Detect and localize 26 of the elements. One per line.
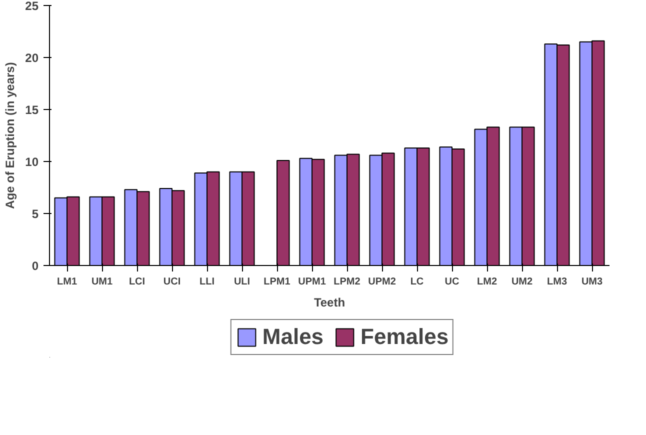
x-tick-label: LPM1 — [264, 276, 291, 288]
y-tick-label: 5 — [32, 207, 39, 221]
x-tick-label: ULI — [234, 276, 250, 288]
x-tick-label: LM2 — [477, 276, 498, 288]
x-axis-title: Teeth — [314, 296, 346, 310]
x-tick-label: UM1 — [91, 276, 113, 288]
x-tick-label: UM2 — [511, 276, 533, 288]
x-tick-label: UC — [444, 276, 460, 288]
y-tick-label: 20 — [25, 51, 39, 65]
x-tick-label: LM1 — [57, 276, 78, 288]
x-tick-label: LM3 — [547, 276, 568, 288]
x-tick-label: UM3 — [581, 276, 603, 288]
y-tick-label: 10 — [25, 155, 39, 169]
y-tick-label: 0 — [32, 259, 39, 273]
legend-label: Females — [360, 324, 449, 350]
x-tick-label: LLI — [200, 276, 215, 288]
x-tick-label: UCI — [163, 276, 181, 288]
legend-label: Males — [262, 324, 324, 350]
x-tick-label: LPM2 — [334, 276, 361, 288]
x-tick-label: UPM1 — [298, 276, 326, 288]
x-tick-label: LCI — [128, 276, 146, 288]
y-axis-title: Age of Eruption (in years) — [3, 62, 18, 209]
x-tick-label: UPM2 — [368, 276, 396, 288]
y-tick-label: 25 — [25, 0, 39, 13]
y-tick-label: 15 — [25, 103, 39, 117]
x-tick-label: LC — [410, 276, 424, 288]
